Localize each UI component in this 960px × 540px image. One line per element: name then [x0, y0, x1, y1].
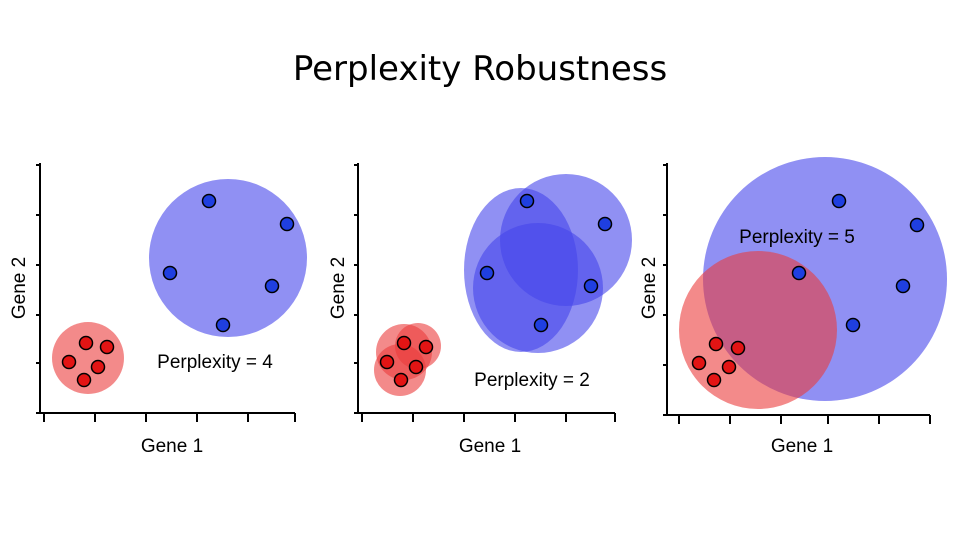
cluster-region [679, 251, 837, 409]
cluster-region [395, 323, 441, 369]
point [708, 336, 724, 352]
panel: Perplexity = 4 Gene 1 Gene 2 [9, 163, 307, 457]
axes [354, 163, 616, 422]
axes [663, 163, 931, 424]
point [691, 355, 707, 371]
point [730, 340, 746, 356]
point [162, 265, 178, 281]
point [519, 193, 535, 209]
point [90, 359, 106, 375]
point [895, 278, 911, 294]
point [479, 265, 495, 281]
point [597, 216, 613, 232]
cluster-region [473, 223, 603, 353]
point [909, 217, 925, 233]
point [279, 216, 295, 232]
point [408, 359, 424, 375]
point [393, 372, 409, 388]
point [215, 317, 231, 333]
point [99, 339, 115, 355]
slide-title: Perplexity Robustness [293, 49, 667, 89]
annotation: Perplexity = 4 [157, 352, 273, 373]
point [706, 372, 722, 388]
y-axis-label: Gene 2 [9, 257, 30, 319]
point [845, 317, 861, 333]
point [61, 354, 77, 370]
point [583, 278, 599, 294]
panel: Perplexity = 2 Gene 1 Gene 2 [328, 163, 632, 457]
point [201, 193, 217, 209]
point [379, 354, 395, 370]
point [791, 265, 807, 281]
point [396, 335, 412, 351]
point [418, 339, 434, 355]
y-axis-label: Gene 2 [328, 257, 349, 319]
x-axis-label: Gene 1 [771, 436, 833, 457]
point [76, 372, 92, 388]
point [264, 278, 280, 294]
annotation: Perplexity = 2 [474, 370, 590, 391]
point [721, 359, 737, 375]
x-axis-label: Gene 1 [459, 436, 521, 457]
x-axis-label: Gene 1 [141, 436, 203, 457]
point [533, 317, 549, 333]
point [831, 193, 847, 209]
axes [36, 163, 296, 422]
y-axis-label: Gene 2 [639, 257, 660, 319]
panel: Perplexity = 5 Gene 1 Gene 2 [639, 157, 947, 457]
annotation: Perplexity = 5 [739, 227, 855, 248]
cluster-region [149, 179, 307, 337]
point [78, 335, 94, 351]
